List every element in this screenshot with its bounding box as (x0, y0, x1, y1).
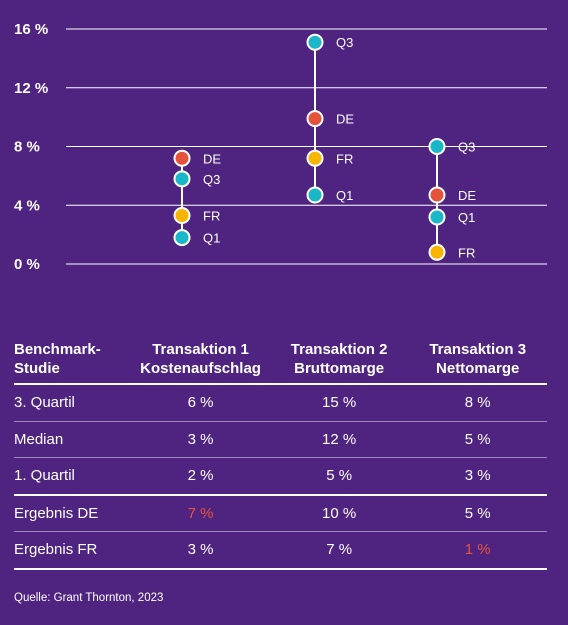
point-label: DE (458, 188, 476, 203)
y-tick-label: 12 % (14, 80, 48, 97)
row-label: Ergebnis FR (14, 531, 132, 570)
table-cell: 3 % (131, 531, 270, 570)
data-point (306, 33, 324, 51)
y-axis-ticks: 16 % 12 % 8 % 4 % 0 % (14, 21, 48, 273)
data-point (173, 149, 191, 167)
point-label: Q1 (336, 188, 353, 203)
table-cell: 7 % (131, 494, 270, 532)
data-point (306, 149, 324, 167)
data-point (428, 208, 446, 226)
table-cell: 3 % (131, 421, 270, 458)
table-row: Ergebnis DE 7 % 10 % 5 % (14, 494, 547, 532)
row-label: 1. Quartil (14, 457, 132, 496)
table-cell: 12 % (269, 421, 409, 458)
point-label: Q3 (336, 35, 353, 50)
table-row: Ergebnis FR 3 % 7 % 1 % (14, 531, 547, 570)
table-cell: 2 % (131, 457, 270, 496)
y-tick-label: 16 % (14, 21, 48, 38)
dot-range-chart: 16 % 12 % 8 % 4 % 0 % DE Q3 FR Q1 Q3 DE FR Q1 Q3 DE Q1… (14, 21, 547, 273)
benchmark-table: Benchmark- Studie Transaktion 1 Kostenaufs… (14, 340, 547, 570)
table-row: 3. Quartil 6 % 15 % 8 % (14, 384, 547, 422)
source-note: Quelle: Grant Thornton, 2023 (14, 592, 164, 604)
row-label: Ergebnis DE (14, 494, 132, 532)
point-label: FR (336, 151, 353, 166)
y-tick-label: 4 % (14, 197, 40, 214)
series-group: Q3 DE Q1 FR (428, 138, 476, 261)
point-label: Q3 (458, 140, 475, 155)
header-transaktion-2: Transaktion 2 Bruttomarge (269, 340, 409, 385)
point-label: DE (203, 151, 221, 166)
table-cell: 5 % (408, 494, 547, 532)
table-cell: 5 % (269, 457, 409, 496)
data-point (173, 170, 191, 188)
table-cell: 8 % (408, 384, 547, 422)
data-point (173, 207, 191, 225)
point-label: Q3 (203, 172, 220, 187)
table-cell: 1 % (408, 531, 547, 570)
table-cell: 15 % (269, 384, 409, 422)
y-tick-label: 8 % (14, 139, 40, 156)
table-cell: 3 % (408, 457, 547, 496)
data-point (306, 186, 324, 204)
chart-gridlines (66, 28, 547, 265)
point-label: FR (458, 245, 475, 260)
series-group: Q3 DE FR Q1 (306, 33, 354, 204)
row-label: Median (14, 421, 132, 458)
table-cell: 5 % (408, 421, 547, 458)
data-point (428, 186, 446, 204)
data-point (428, 138, 446, 155)
table-cell: 7 % (269, 531, 409, 570)
row-label: 3. Quartil (14, 384, 132, 422)
header-transaktion-3: Transaktion 3 Nettomarge (408, 340, 547, 385)
point-label: FR (203, 209, 220, 224)
table-cell: 6 % (131, 384, 270, 422)
point-label: DE (336, 112, 354, 127)
chart-series: DE Q3 FR Q1 Q3 DE FR Q1 Q3 DE Q1 FR (173, 33, 476, 261)
header-transaktion-1: Transaktion 1 Kostenaufschlag (131, 340, 270, 385)
data-point (428, 243, 446, 261)
table-header-row: Benchmark- Studie Transaktion 1 Kostenaufs… (14, 340, 547, 385)
table-cell: 10 % (269, 494, 409, 532)
point-label: Q1 (458, 210, 475, 225)
table-row: 1. Quartil 2 % 5 % 3 % (14, 457, 547, 496)
data-point (173, 229, 191, 247)
y-tick-label: 0 % (14, 256, 40, 273)
data-point (306, 110, 324, 128)
series-group: DE Q3 FR Q1 (173, 149, 221, 247)
point-label: Q1 (203, 231, 220, 246)
header-benchmark-studie: Benchmark- Studie (14, 340, 132, 385)
table-row: Median 3 % 12 % 5 % (14, 421, 547, 458)
